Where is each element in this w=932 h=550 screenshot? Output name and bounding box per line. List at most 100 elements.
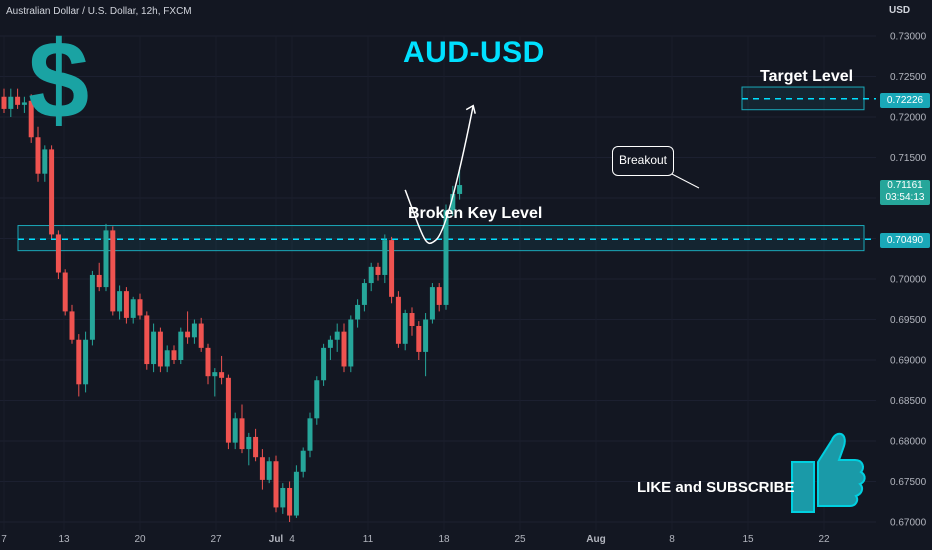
candle xyxy=(35,126,41,182)
x-tick-label: 11 xyxy=(363,534,374,545)
candle-body xyxy=(341,331,347,367)
candle-body xyxy=(280,487,286,508)
candle xyxy=(89,270,95,346)
y-tick-label: 0.73000 xyxy=(890,32,927,43)
candle xyxy=(423,313,429,377)
candle xyxy=(443,204,449,310)
candle-body xyxy=(49,149,55,235)
candle-body xyxy=(28,100,34,138)
candle-body xyxy=(55,234,61,273)
cta-text: LIKE and SUBSCRIBE xyxy=(637,479,795,496)
candle xyxy=(293,465,299,518)
callout-pointer xyxy=(667,171,700,189)
candle-body xyxy=(21,102,27,105)
candle-body xyxy=(368,266,374,284)
thumb-hand xyxy=(817,432,866,507)
candle-body xyxy=(110,230,116,312)
y-tick-label: 0.68500 xyxy=(890,396,927,407)
candle xyxy=(137,293,143,320)
candle-body xyxy=(361,283,367,305)
y-tick-label: 0.67000 xyxy=(890,518,927,529)
candle xyxy=(96,262,102,292)
candle-body xyxy=(42,149,48,174)
y-tick-label: 0.69000 xyxy=(890,356,927,367)
candle-body xyxy=(123,291,129,318)
projection-curve xyxy=(404,105,474,245)
y-tick-label: 0.71500 xyxy=(890,153,927,164)
candle-body xyxy=(171,350,177,360)
candle xyxy=(225,374,231,450)
candle xyxy=(103,223,109,292)
countdown: 03:54:13 xyxy=(885,192,925,203)
candle xyxy=(83,331,89,393)
symbol-label: Australian Dollar / U.S. Dollar, 12h, FX… xyxy=(6,6,192,17)
candle xyxy=(375,262,381,281)
x-axis: 7 13 20 27 Jul 4 11 18 25 Aug 8 15 22 xyxy=(1,534,830,545)
candle xyxy=(389,236,395,304)
candle xyxy=(253,428,259,462)
x-tick-label: 20 xyxy=(134,534,146,545)
candle-body xyxy=(212,372,218,377)
candle-body xyxy=(307,418,313,451)
candle xyxy=(287,481,293,522)
candle xyxy=(49,145,55,239)
candle xyxy=(28,94,34,143)
x-tick-label: Aug xyxy=(586,534,605,545)
candle-body xyxy=(219,372,225,378)
candle-body xyxy=(321,347,327,381)
candle xyxy=(232,412,238,450)
candle xyxy=(164,345,170,373)
candle-body xyxy=(450,193,456,211)
candle-body xyxy=(273,461,279,508)
candle xyxy=(402,309,408,351)
candle xyxy=(8,88,14,117)
candle-body xyxy=(157,331,163,367)
candle xyxy=(368,262,374,292)
candle xyxy=(144,311,150,370)
candle-body xyxy=(8,96,14,109)
candle-body xyxy=(185,331,191,338)
candle-body xyxy=(457,185,463,194)
candle xyxy=(395,291,401,348)
candle-body xyxy=(389,240,395,297)
candle-body xyxy=(15,96,21,105)
candle xyxy=(15,88,21,109)
candle-body xyxy=(409,313,415,326)
x-tick-label: 7 xyxy=(1,534,7,545)
candle xyxy=(409,307,415,336)
x-tick-label: 22 xyxy=(818,534,830,545)
thumbs-up-icon xyxy=(791,432,866,513)
candle xyxy=(246,432,252,466)
candle xyxy=(151,323,157,373)
current-price: 0.71161 xyxy=(887,180,923,191)
candle xyxy=(321,343,327,386)
candle-body xyxy=(164,350,170,367)
candle-body xyxy=(130,299,136,318)
x-tick-label: 25 xyxy=(514,534,526,545)
candle-body xyxy=(35,137,41,174)
candle-body xyxy=(287,487,293,516)
candle-body xyxy=(144,315,150,365)
level-zones xyxy=(17,86,876,252)
dollar-icon: $ xyxy=(28,19,90,142)
candle-body xyxy=(443,210,449,305)
candle xyxy=(266,457,272,484)
y-tick-label: 0.70000 xyxy=(890,275,927,286)
x-tick-label: 13 xyxy=(58,534,70,545)
candle xyxy=(62,269,68,316)
x-tick-label: 18 xyxy=(438,534,450,545)
candle xyxy=(123,287,129,324)
candle-body xyxy=(225,377,231,443)
candle xyxy=(76,334,82,397)
candle-body xyxy=(178,331,184,360)
projected-path xyxy=(404,104,700,245)
candle xyxy=(117,285,123,320)
key-price-badge: 0.70490 xyxy=(880,233,930,248)
currency-label: USD xyxy=(889,5,911,16)
grid-lines xyxy=(0,35,876,530)
candle-body xyxy=(69,311,75,340)
candle xyxy=(280,483,286,514)
candle-body xyxy=(246,436,252,450)
candle-body xyxy=(205,347,211,377)
